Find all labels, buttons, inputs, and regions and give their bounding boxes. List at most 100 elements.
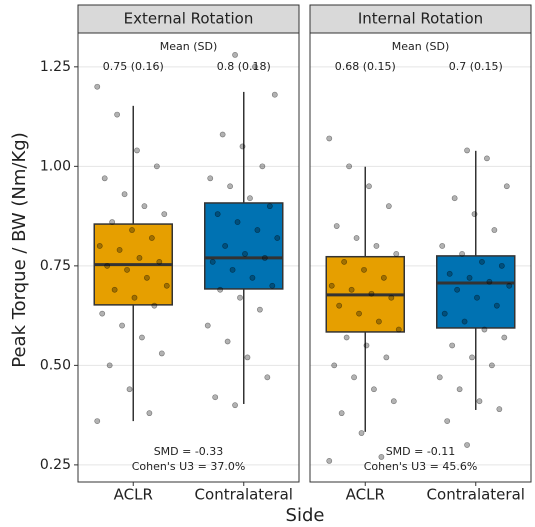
point bbox=[148, 235, 155, 241]
point bbox=[269, 282, 276, 289]
point bbox=[261, 254, 268, 261]
point bbox=[449, 342, 456, 349]
point bbox=[366, 183, 372, 190]
y-tick-label: 0.25 bbox=[40, 457, 71, 473]
point bbox=[390, 398, 397, 405]
point bbox=[126, 386, 133, 393]
u3-label: Cohen's U3 = 45.6% bbox=[364, 460, 478, 473]
point bbox=[441, 310, 448, 317]
point bbox=[451, 195, 458, 202]
point bbox=[358, 430, 365, 436]
point bbox=[106, 362, 113, 369]
stat-label: 0.75 (0.16) bbox=[103, 60, 164, 73]
point bbox=[153, 163, 160, 170]
point bbox=[363, 342, 370, 349]
point bbox=[237, 294, 243, 301]
point bbox=[244, 354, 251, 361]
point bbox=[274, 235, 281, 241]
point bbox=[141, 203, 148, 210]
y-tick-label: 0.75 bbox=[40, 258, 71, 274]
point bbox=[158, 350, 165, 357]
box bbox=[436, 255, 516, 329]
x-tick-label: Contralateral bbox=[427, 486, 525, 504]
point bbox=[331, 362, 338, 369]
point bbox=[346, 163, 353, 170]
point bbox=[493, 302, 500, 309]
point bbox=[383, 354, 390, 361]
x-tick-label: Contralateral bbox=[195, 486, 293, 504]
point bbox=[388, 294, 395, 301]
point bbox=[464, 147, 470, 154]
point bbox=[249, 274, 256, 281]
stats-title: Mean (SD) bbox=[392, 40, 450, 53]
point bbox=[476, 398, 483, 405]
point bbox=[459, 251, 465, 257]
point bbox=[336, 302, 343, 309]
point bbox=[163, 282, 170, 289]
point bbox=[146, 410, 153, 417]
point bbox=[232, 402, 238, 409]
point bbox=[121, 191, 128, 198]
point bbox=[328, 282, 335, 289]
point bbox=[361, 266, 367, 273]
point bbox=[454, 286, 461, 293]
point bbox=[348, 286, 355, 293]
point bbox=[156, 258, 163, 265]
point bbox=[254, 227, 261, 233]
point bbox=[259, 163, 266, 170]
point bbox=[385, 203, 392, 210]
u3-label: Cohen's U3 = 37.0% bbox=[132, 460, 246, 473]
point bbox=[393, 251, 400, 257]
point bbox=[371, 386, 377, 393]
point bbox=[380, 274, 387, 281]
point bbox=[486, 278, 493, 285]
point bbox=[338, 410, 345, 417]
point bbox=[461, 318, 468, 325]
point bbox=[471, 211, 478, 218]
point bbox=[239, 143, 246, 150]
point bbox=[217, 286, 224, 293]
point bbox=[252, 63, 258, 70]
point bbox=[484, 155, 490, 162]
point bbox=[266, 203, 273, 210]
point bbox=[227, 183, 233, 190]
point bbox=[136, 254, 143, 261]
point bbox=[129, 227, 135, 233]
strip-title: External Rotation bbox=[124, 10, 254, 28]
x-tick-label: ACLR bbox=[114, 486, 153, 504]
point bbox=[446, 270, 453, 277]
point bbox=[481, 326, 488, 333]
point bbox=[326, 135, 333, 142]
point bbox=[326, 458, 333, 464]
strip-title: Internal Rotation bbox=[358, 10, 483, 28]
point bbox=[242, 251, 248, 257]
point bbox=[124, 266, 130, 273]
point bbox=[234, 219, 241, 225]
point bbox=[496, 406, 503, 413]
point bbox=[378, 454, 385, 460]
point bbox=[506, 282, 513, 289]
point bbox=[204, 322, 211, 329]
point bbox=[256, 306, 263, 313]
point bbox=[501, 334, 508, 341]
point bbox=[488, 362, 495, 369]
point bbox=[214, 211, 221, 218]
point bbox=[491, 227, 498, 233]
point bbox=[439, 243, 446, 249]
stat-label: 0.7 (0.15) bbox=[449, 60, 503, 73]
point bbox=[151, 302, 158, 309]
point bbox=[356, 310, 362, 317]
point bbox=[229, 266, 236, 273]
x-axis-label: Side bbox=[286, 505, 325, 526]
point bbox=[219, 131, 226, 138]
stat-label: 0.68 (0.15) bbox=[335, 60, 396, 73]
point bbox=[503, 183, 510, 190]
point bbox=[209, 258, 216, 265]
y-tick-label: 1.25 bbox=[40, 59, 71, 75]
point bbox=[111, 286, 118, 293]
point bbox=[466, 274, 473, 281]
point bbox=[114, 111, 121, 118]
point bbox=[131, 294, 138, 301]
point bbox=[99, 310, 106, 317]
point bbox=[351, 374, 357, 381]
